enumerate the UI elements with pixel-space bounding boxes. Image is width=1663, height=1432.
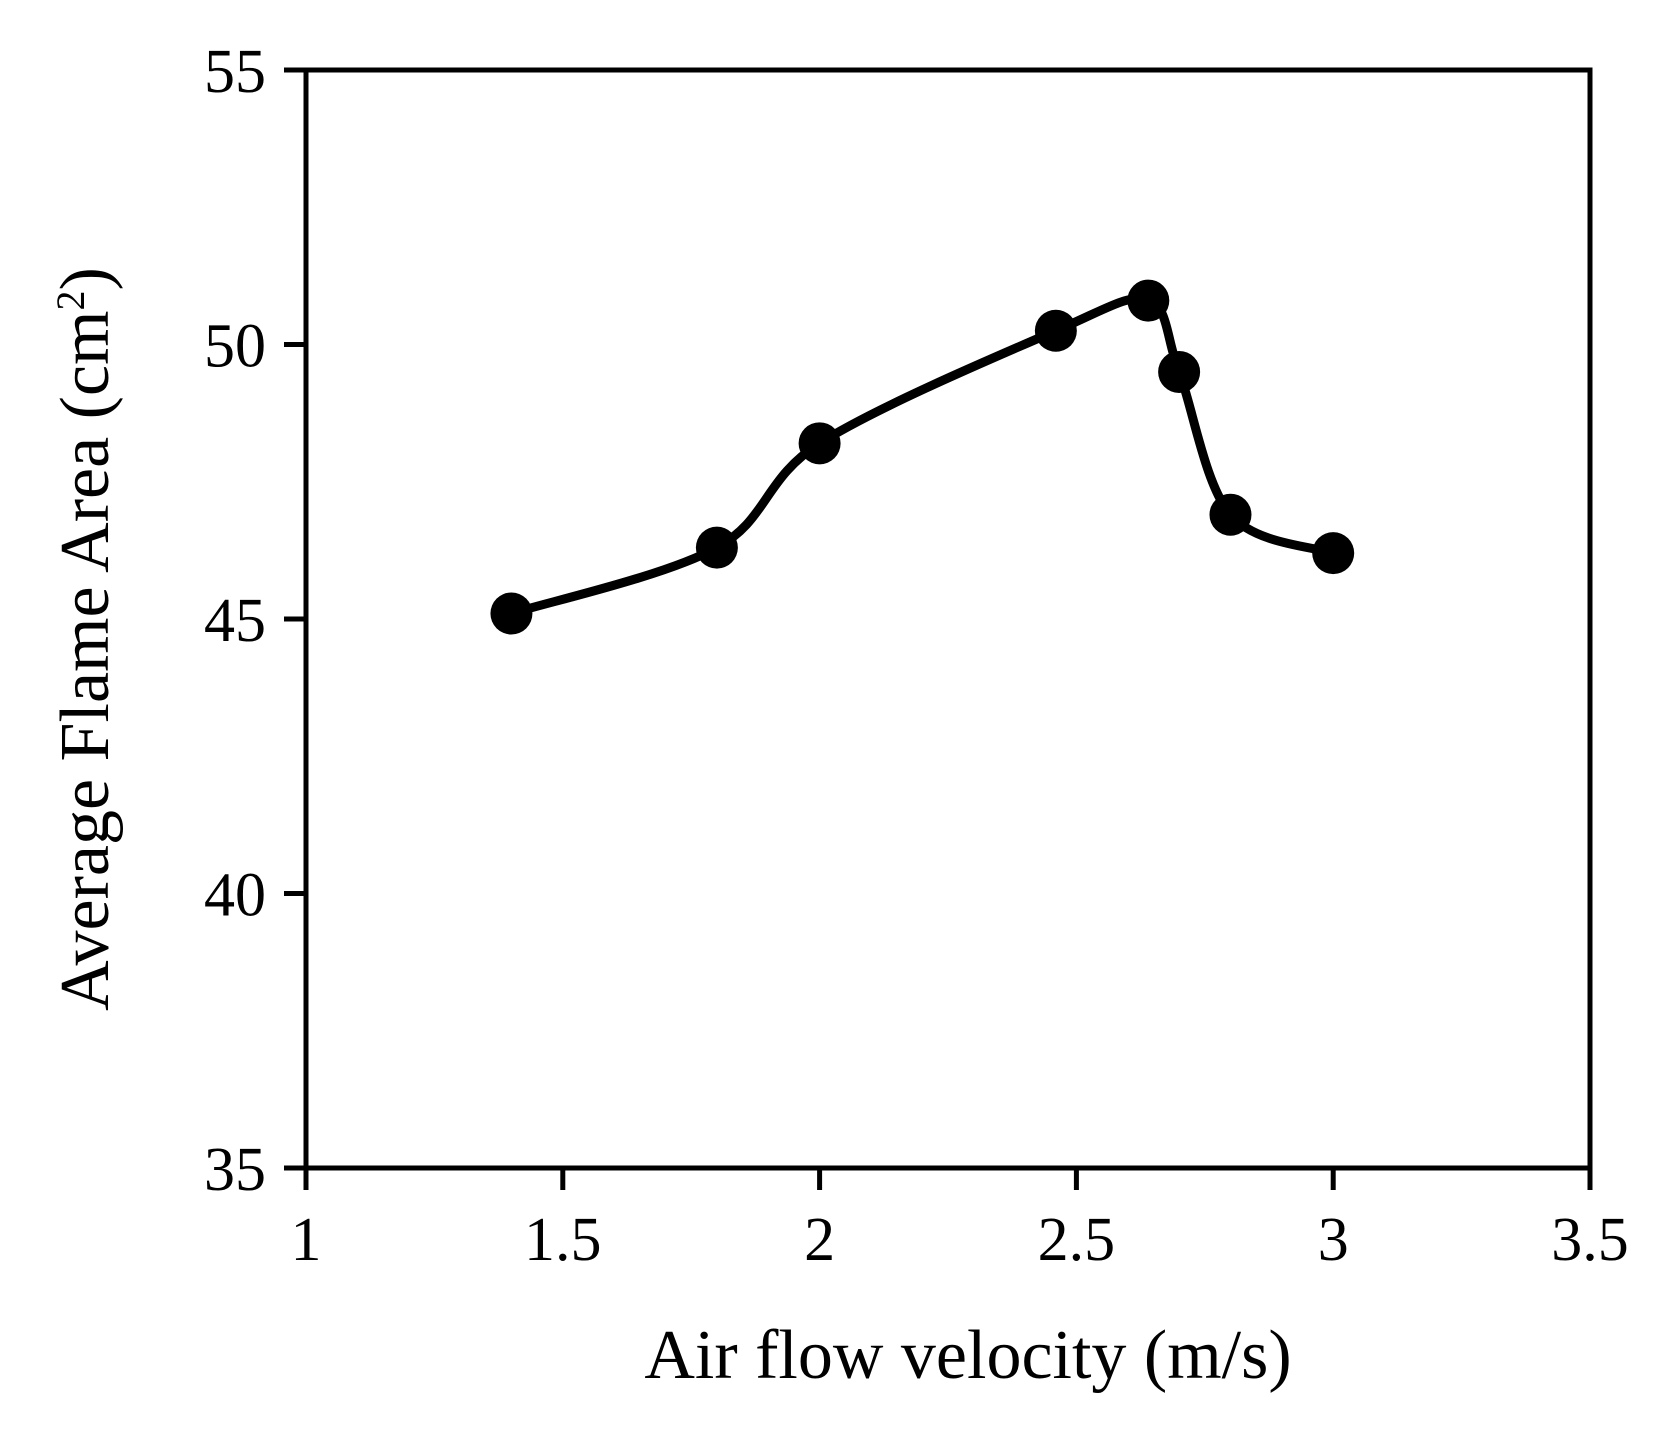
y-tick-label: 35: [204, 1136, 266, 1204]
y-axis-title-superscript: 2: [48, 291, 93, 311]
series: [490, 279, 1355, 635]
y-axis-title-close: ): [47, 267, 124, 290]
data-point: [1158, 350, 1201, 393]
x-tick-label: 1: [291, 1206, 322, 1274]
x-axis-title: Air flow velocity (m/s): [644, 1317, 1291, 1394]
ticks: 1 1.5 2 2.5 3 3.5 35 40 45 50 55: [204, 38, 1629, 1274]
data-point: [490, 592, 533, 635]
y-tick-label: 45: [204, 587, 266, 655]
data-point: [1312, 532, 1355, 575]
x-tick-label: 2.5: [1038, 1206, 1116, 1274]
data-point: [1209, 493, 1252, 536]
y-tick-label: 55: [204, 38, 266, 106]
data-point: [1034, 309, 1077, 352]
x-tick-label: 2: [804, 1206, 835, 1274]
y-tick-label: 40: [204, 862, 266, 930]
x-tick-label: 3: [1318, 1206, 1349, 1274]
data-point: [1127, 279, 1170, 322]
x-tick-label: 3.5: [1551, 1206, 1629, 1274]
series-line: [506, 294, 1338, 619]
data-point: [798, 422, 841, 465]
y-tick-label: 50: [204, 313, 266, 381]
x-tick-label: 1.5: [524, 1206, 602, 1274]
data-point: [695, 526, 738, 569]
y-axis-title: Average Flame Area (cm2): [47, 267, 124, 1011]
y-axis-title-text: Average Flame Area (cm: [47, 311, 124, 1011]
